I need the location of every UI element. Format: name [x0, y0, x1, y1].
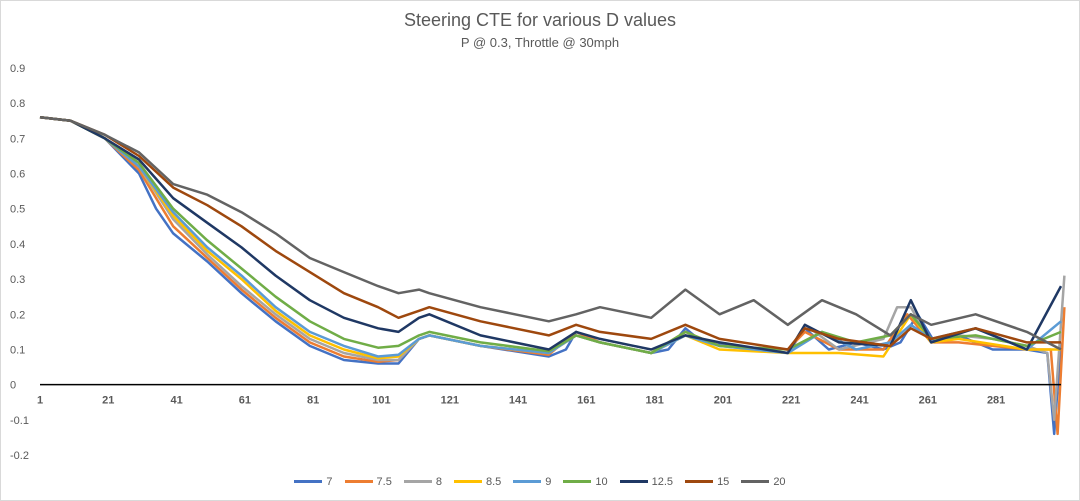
series-line-8	[39, 116, 1066, 422]
y-tick-label: 0.4	[10, 239, 25, 251]
y-tick-label: 0.1	[10, 344, 25, 356]
legend-label: 15	[717, 475, 730, 488]
x-tick-label: 161	[577, 395, 595, 407]
legend-item: 7	[294, 475, 333, 488]
y-axis-tick-labels: -0.2 -0.1 0 0.1 0.2 0.3 0.4 0.5 0.6 0.7 0.8 0.9	[10, 63, 29, 462]
legend-label: 7.5	[376, 475, 392, 488]
legend-label: 8	[435, 475, 442, 488]
x-axis-tick-labels: 1 21 41 61 81 101 121 141 161 181 201 221 241 261 281	[37, 395, 1005, 407]
legend-label: 8.5	[485, 475, 502, 488]
legend-swatch	[563, 480, 592, 483]
x-tick-label: 101	[372, 395, 390, 407]
legend-swatch	[453, 480, 482, 483]
x-tick-label: 121	[441, 395, 459, 407]
legend-swatch	[403, 480, 432, 483]
legend-swatch	[619, 480, 648, 483]
legend-item: 15	[685, 476, 729, 488]
legend-item: 20	[741, 475, 786, 488]
legend-label: 9	[545, 475, 552, 488]
legend-item: 7.5	[344, 475, 392, 488]
legend-swatch	[741, 480, 770, 483]
x-tick-label: 61	[239, 395, 251, 407]
x-tick-label: 1	[37, 395, 43, 407]
legend: 7 7.5 8 8.5 9 10 12.5 15 20	[0, 474, 1080, 488]
y-tick-label: 0.5	[10, 204, 25, 216]
gridlines	[40, 67, 1061, 456]
y-tick-label: 0.6	[10, 169, 25, 181]
series-lines	[39, 116, 1066, 436]
x-tick-label: 261	[919, 395, 937, 407]
y-tick-label: 0	[10, 380, 16, 392]
series-line-15	[39, 116, 1061, 351]
legend-item: 8.5	[453, 475, 502, 488]
legend-label: 10	[595, 475, 608, 488]
y-tick-label: 0.8	[10, 98, 25, 110]
x-tick-label: 81	[307, 395, 319, 407]
x-tick-label: 21	[102, 395, 114, 407]
series-line-12.5	[39, 116, 1063, 355]
series-line-7	[39, 116, 1063, 436]
y-tick-label: 0.2	[10, 309, 25, 321]
chart-title: Steering CTE for various D values	[403, 10, 677, 30]
legend-item: 9	[513, 476, 551, 488]
legend-item: 10	[563, 475, 608, 488]
legend-item: 8	[403, 475, 442, 488]
legend-swatch	[294, 480, 323, 483]
legend-swatch	[513, 480, 542, 483]
x-tick-label: 221	[782, 395, 800, 407]
chart-subtitle: P @ 0.3, Throttle @ 30mph	[460, 35, 620, 50]
legend-swatch	[344, 480, 373, 483]
legend-label: 20	[773, 475, 786, 488]
x-tick-label: 201	[714, 395, 732, 407]
legend-item: 12.5	[619, 475, 674, 488]
x-tick-label: 281	[987, 395, 1005, 407]
series-line-20	[39, 116, 1062, 351]
series-line-7.5	[39, 116, 1066, 436]
x-tick-label: 241	[850, 395, 868, 407]
legend-label: 7	[326, 475, 333, 488]
y-tick-label: 0.9	[10, 63, 25, 75]
y-tick-label: -0.2	[10, 450, 29, 462]
legend-label: 12.5	[651, 475, 674, 488]
y-tick-label: 0.3	[10, 274, 25, 286]
y-tick-label: 0.7	[10, 133, 25, 145]
x-tick-label: 181	[645, 395, 663, 407]
x-tick-label: 141	[509, 395, 527, 407]
legend-swatch	[685, 480, 714, 483]
y-tick-label: -0.1	[10, 415, 29, 427]
x-tick-label: 41	[170, 395, 182, 407]
